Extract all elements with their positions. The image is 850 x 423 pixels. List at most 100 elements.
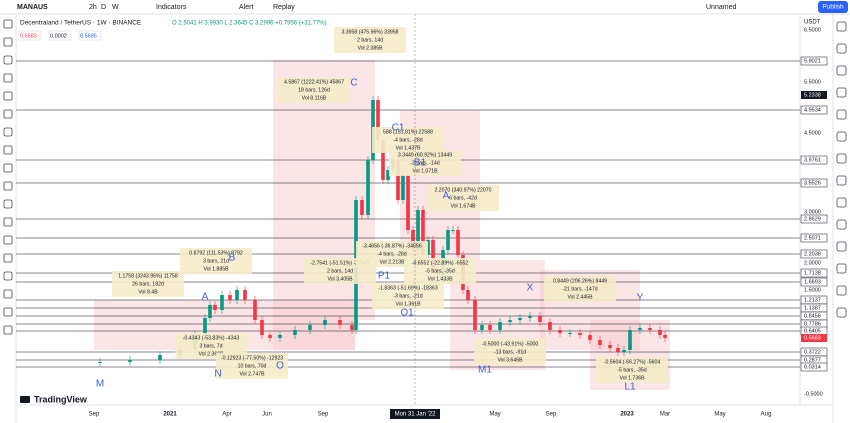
right-toolbar [836, 21, 847, 318]
annotation-text: -13 bars, -91d [494, 349, 526, 355]
price-label-box [800, 56, 828, 66]
annotation-box [278, 77, 350, 103]
side-icon[interactable] [836, 21, 847, 32]
tool-icon[interactable] [3, 127, 13, 137]
candle-body [268, 335, 272, 338]
tool-icon[interactable] [3, 73, 13, 83]
layout-name[interactable]: Unnamed [706, 4, 736, 11]
candle-body [608, 345, 612, 348]
side-icon[interactable] [836, 87, 847, 98]
quote: 0.5685 [80, 33, 97, 39]
candle-body [396, 160, 400, 200]
annotation-text: Vol 8.4B [138, 289, 158, 295]
currency[interactable]: USDT [804, 20, 821, 26]
annotation-text: 3 bars, 7d [199, 343, 222, 349]
tool-icon[interactable] [3, 199, 13, 209]
price-label: 0.2877 [804, 357, 821, 363]
tool-icon[interactable] [3, 19, 13, 29]
logo-mark [20, 396, 30, 403]
replay[interactable]: Replay [273, 4, 295, 11]
indicators[interactable]: Indicators [156, 4, 187, 11]
interval[interactable]: 2h [89, 4, 97, 11]
tool-icon[interactable] [3, 91, 13, 101]
annotation-box [216, 353, 288, 379]
candle-body [648, 328, 652, 330]
side-icon[interactable] [836, 65, 847, 76]
price-label-box [800, 268, 828, 278]
price-label: 1.6693 [804, 279, 821, 285]
quote: 0.0002 [50, 33, 67, 39]
interval[interactable]: W [112, 4, 119, 11]
wave-label: B [229, 253, 236, 264]
side-icon[interactable] [836, 219, 847, 230]
publish[interactable]: Publish [822, 4, 844, 11]
tool-icon[interactable] [3, 253, 13, 263]
annotation-text: Vol 3.405B [327, 276, 353, 282]
tool-icon[interactable] [3, 109, 13, 119]
side-icon[interactable] [836, 307, 847, 318]
tool-icon[interactable] [3, 55, 13, 65]
annotation-text: Vol 2.385B [357, 45, 383, 51]
alert[interactable]: Alert [239, 4, 253, 11]
candle-body [128, 360, 132, 362]
labels: M N O A B C C1 B1 A P1 O1 M1 X Y L1 [96, 78, 644, 393]
candle-body [366, 160, 370, 215]
annotation-text: -5 bars, -35d [425, 268, 455, 274]
tool-icon[interactable] [3, 163, 13, 173]
price-label: 1.5000 [804, 287, 821, 293]
annotation-text: 2.2070 (340.97%) 22070 [434, 187, 491, 193]
interval[interactable]: D [101, 4, 106, 11]
time-label: Apr [222, 412, 231, 418]
candle-body [480, 325, 484, 330]
side-icon[interactable] [836, 263, 847, 274]
time-label: 2021 [163, 412, 177, 418]
annotation-box [596, 357, 668, 383]
time-label: Sep [89, 412, 100, 418]
annotation-text: Vol 2.366B [198, 351, 224, 357]
symbol[interactable]: MANAUS [17, 4, 48, 11]
annotation-text: 2 bars, 14d [327, 268, 353, 274]
annotation-text: 4.5867 (1222.41%) 45867 [284, 79, 344, 85]
side-icon[interactable] [836, 153, 847, 164]
price-label: 0.5683 [804, 335, 821, 341]
annotation-text: 6 bars, -42d [449, 195, 477, 201]
annotation-box [474, 339, 546, 365]
tool-icon[interactable] [3, 145, 13, 155]
tool-icon[interactable] [3, 37, 13, 47]
tool-icon[interactable] [3, 235, 13, 245]
annotation-text: Vol 1.437B [395, 145, 421, 151]
tool-icon[interactable] [3, 217, 13, 227]
candle-body [360, 200, 364, 215]
wave-label: M1 [478, 365, 492, 376]
legend-title: Decentraland / TetherUS · 1W · BINANCE [20, 20, 142, 27]
tool-icon[interactable] [3, 325, 13, 335]
candle-body [323, 320, 327, 325]
tool-icon[interactable] [3, 307, 13, 317]
candle-body [598, 340, 602, 345]
side-icon[interactable] [836, 175, 847, 186]
annotation-text: -5 bars, -35d [617, 367, 647, 373]
time-label: May [714, 412, 725, 418]
annotation-text: Vol 1.736B [619, 375, 645, 381]
tool-icon[interactable] [3, 181, 13, 191]
tool-icon[interactable] [3, 271, 13, 281]
wave-label: Y [637, 293, 644, 304]
side-icon[interactable] [836, 131, 847, 142]
quote-box [78, 30, 102, 41]
annotation-text: 2 bars, 14d [357, 37, 383, 43]
candle-body [473, 300, 477, 330]
side-icon[interactable] [836, 285, 847, 296]
price-label: 0.0314 [804, 364, 821, 370]
candle-body [411, 230, 415, 250]
side-icon[interactable] [836, 109, 847, 120]
annotation-box [404, 258, 476, 284]
candle-body [243, 290, 247, 300]
publish-button[interactable] [818, 1, 848, 13]
tool-icon[interactable] [3, 289, 13, 299]
side-icon[interactable] [836, 43, 847, 54]
side-icon[interactable] [836, 241, 847, 252]
annotation-text: 18 bars, 126d [298, 87, 330, 93]
annotation-text: 3.3449 (60.92%) 13449 [398, 152, 452, 158]
side-icon[interactable] [836, 197, 847, 208]
